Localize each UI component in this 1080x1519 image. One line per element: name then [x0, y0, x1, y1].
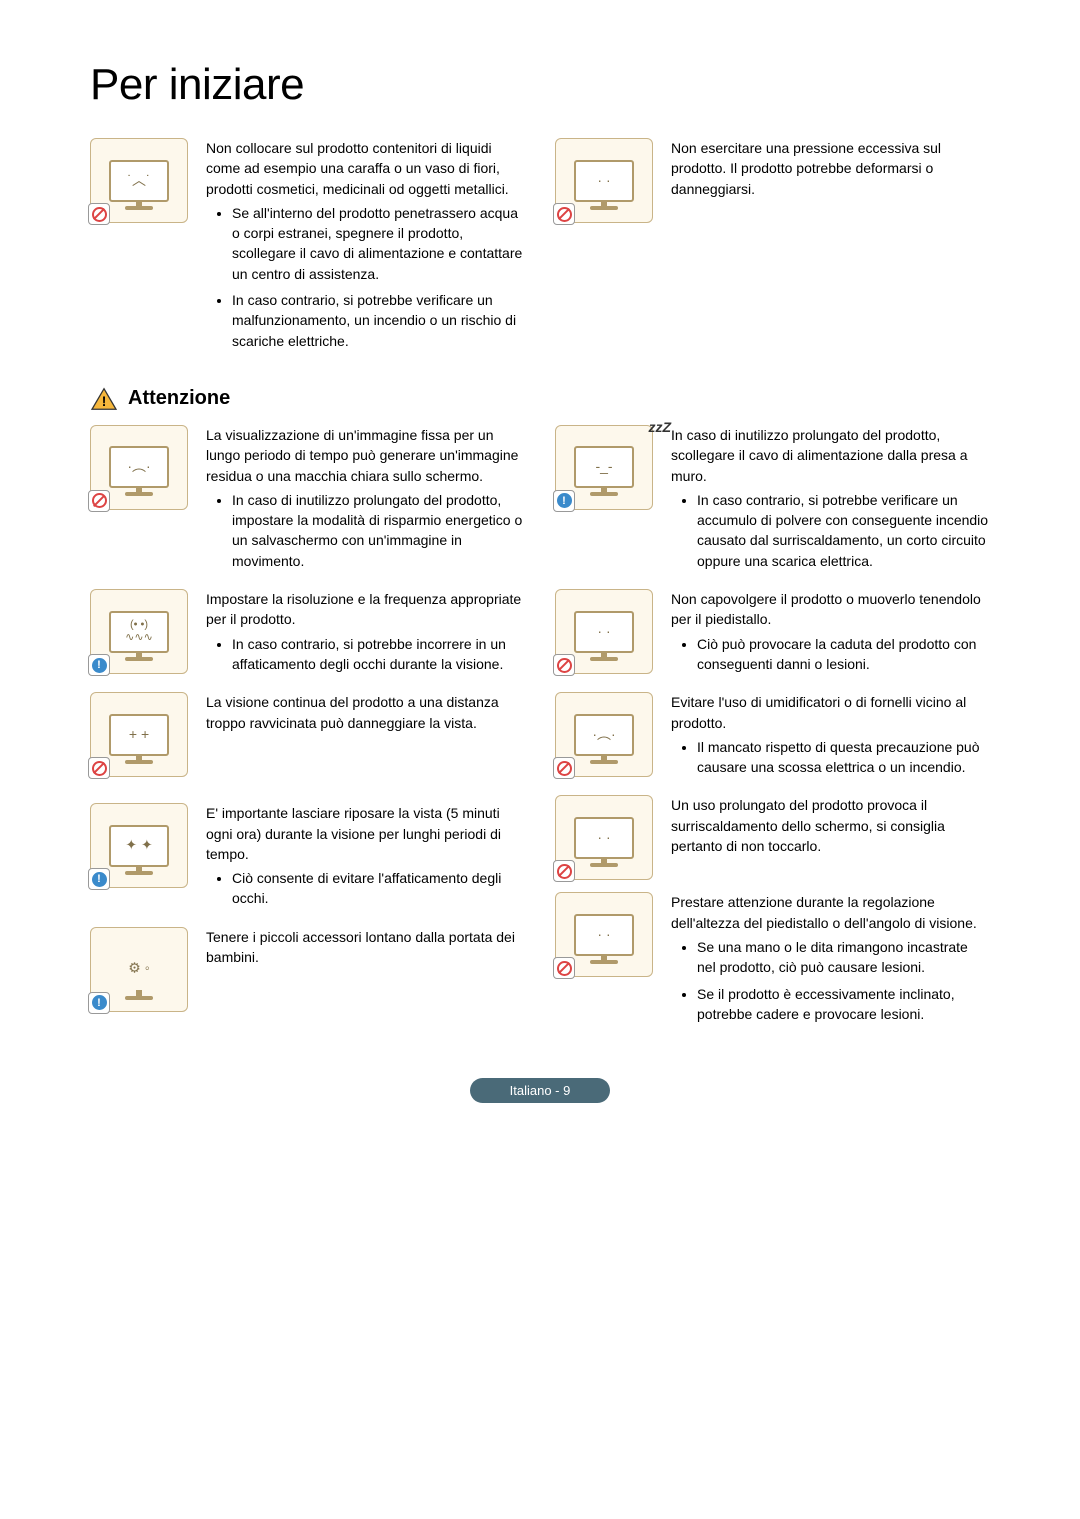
text-humidifier-lead: Evitare l'uso di umidificatori o di forn…: [671, 692, 990, 733]
icon-humidifier: ·︵·: [555, 692, 653, 777]
icon-rest-eyes: ✦ ✦ !: [90, 803, 188, 888]
icon-burn-in: ·︵·: [90, 425, 188, 510]
text-pressure-lead: Non esercitare una pressione eccessiva s…: [671, 138, 990, 199]
text-adjust-stand-lead: Prestare attenzione durante la regolazio…: [671, 892, 990, 933]
info-icon: !: [553, 490, 575, 512]
icon-adjust-stand: · ·: [555, 892, 653, 977]
icon-unplug: -_-zzZ !: [555, 425, 653, 510]
attention-heading-text: Attenzione: [128, 387, 230, 410]
info-icon: !: [88, 654, 110, 676]
text-hot-surface-lead: Un uso prolungato del prodotto provoca i…: [671, 795, 990, 856]
icon-close-view: + +: [90, 692, 188, 777]
prohibit-icon: [553, 957, 575, 979]
svg-text:!: !: [102, 394, 107, 409]
text-adjust-stand-b2: Se il prodotto è eccessivamente inclinat…: [697, 984, 990, 1025]
page-number-pill: Italiano - 9: [470, 1078, 611, 1103]
icon-pressure: · ·: [555, 138, 653, 223]
text-rest-eyes-b1: Ciò consente di evitare l'affaticamento …: [232, 868, 525, 909]
prohibit-icon: [553, 654, 575, 676]
prohibit-icon: [553, 757, 575, 779]
warn-flip-stand: · · Non capovolgere il prodotto o muover…: [555, 589, 990, 680]
text-liquids-lead: Non collocare sul prodotto contenitori d…: [206, 138, 525, 199]
text-small-parts-lead: Tenere i piccoli accessori lontano dalla…: [206, 927, 525, 968]
text-adjust-stand-b1: Se una mano o le dita rimangono incastra…: [697, 937, 990, 978]
warning-pressure: · · Non esercitare una pressione eccessi…: [555, 138, 990, 223]
warn-close-view: + + La visione continua del prodotto a u…: [90, 692, 525, 777]
prohibit-icon: [88, 203, 110, 225]
icon-small-parts: ⚙ ◦ !: [90, 927, 188, 1012]
warn-small-parts: ⚙ ◦ ! Tenere i piccoli accessori lontano…: [90, 927, 525, 1012]
warn-hot-surface: · · Un uso prolungato del prodotto provo…: [555, 795, 990, 880]
warn-humidifier: ·︵· Evitare l'uso di umidificatori o di …: [555, 692, 990, 783]
text-close-view-lead: La visione continua del prodotto a una d…: [206, 692, 525, 733]
text-burn-in-lead: La visualizzazione di un'immagine fissa …: [206, 425, 525, 486]
text-liquids-b1: Se all'interno del prodotto penetrassero…: [232, 203, 525, 284]
text-burn-in-b1: In caso di inutilizzo prolungato del pro…: [232, 490, 525, 571]
icon-resolution: (• •)∿∿∿ !: [90, 589, 188, 674]
icon-liquids: ˙︿˙: [90, 138, 188, 223]
warn-burn-in: ·︵· La visualizzazione di un'immagine fi…: [90, 425, 525, 577]
warn-adjust-stand: · · Prestare attenzione durante la regol…: [555, 892, 990, 1030]
zzz-label: zzZ: [648, 425, 653, 435]
info-icon: !: [88, 992, 110, 1014]
text-flip-stand-b1: Ciò può provocare la caduta del prodotto…: [697, 634, 990, 675]
text-unplug-b1: In caso contrario, si potrebbe verificar…: [697, 490, 990, 571]
warning-triangle-icon: !: [90, 387, 118, 411]
warn-rest-eyes: ✦ ✦ ! E' importante lasciare riposare la…: [90, 803, 525, 914]
attention-heading: ! Attenzione: [90, 387, 990, 411]
warning-liquids: ˙︿˙ Non collocare sul prodotto contenito…: [90, 138, 525, 357]
text-resolution-b1: In caso contrario, si potrebbe incorrere…: [232, 634, 525, 675]
icon-flip-stand: · ·: [555, 589, 653, 674]
top-row: ˙︿˙ Non collocare sul prodotto contenito…: [90, 138, 990, 369]
page-title: Per iniziare: [90, 60, 990, 110]
prohibit-icon: [88, 757, 110, 779]
warn-resolution: (• •)∿∿∿ ! Impostare la risoluzione e la…: [90, 589, 525, 680]
prohibit-icon: [553, 203, 575, 225]
text-rest-eyes-lead: E' importante lasciare riposare la vista…: [206, 803, 525, 864]
icon-hot-surface: · ·: [555, 795, 653, 880]
text-resolution-lead: Impostare la risoluzione e la frequenza …: [206, 589, 525, 630]
prohibit-icon: [553, 860, 575, 882]
text-flip-stand-lead: Non capovolgere il prodotto o muoverlo t…: [671, 589, 990, 630]
info-icon: !: [88, 868, 110, 890]
text-humidifier-b1: Il mancato rispetto di questa precauzion…: [697, 737, 990, 778]
prohibit-icon: [88, 490, 110, 512]
page-footer: Italiano - 9: [90, 1078, 990, 1103]
warn-unplug: -_-zzZ ! In caso di inutilizzo prolungat…: [555, 425, 990, 577]
text-liquids-b2: In caso contrario, si potrebbe verificar…: [232, 290, 525, 351]
text-unplug-lead: In caso di inutilizzo prolungato del pro…: [671, 425, 990, 486]
lower-grid: ·︵· La visualizzazione di un'immagine fi…: [90, 425, 990, 1042]
